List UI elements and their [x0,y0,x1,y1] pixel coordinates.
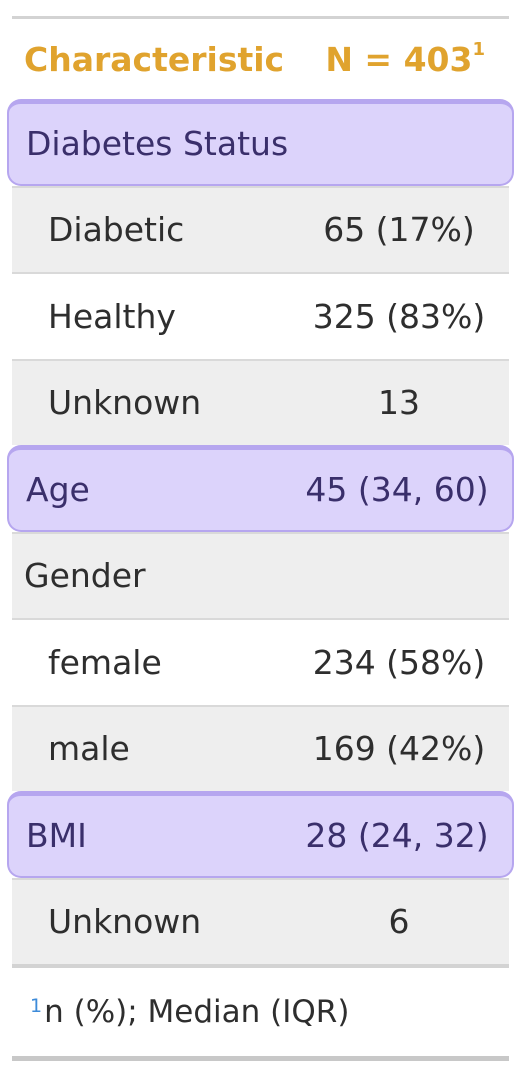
table-footnote: 1 n (%); Median (IQR) [12,968,509,1056]
row-value: 169 (42%) [312,729,486,769]
table-row-diabetes-status: Diabetes Status [7,99,514,186]
row-label: Unknown [48,902,202,942]
footnote-text: n (%); Median (IQR) [44,994,350,1030]
row-label: female [48,642,162,682]
row-label: Gender [24,556,146,596]
table-row-age: Age 45 (34, 60) [7,445,514,532]
table-row-gender: Gender [12,531,509,618]
table-row-male: male 169 (42%) [12,704,509,791]
summary-table: Characteristic N = 4031 Diabetes Status … [7,16,514,1061]
row-value: 13 [378,383,420,423]
table-row-diabetic: Diabetic 65 (17%) [12,185,509,272]
footnote-bottom-rule [12,1056,509,1061]
row-label: BMI [26,816,87,856]
table-bottom-rule [12,964,509,968]
row-value: 234 (58%) [312,642,486,682]
row-label: Age [26,470,90,510]
table-top-rule [12,16,509,19]
table-row-female: female 234 (58%) [12,618,509,705]
row-value: 65 (17%) [323,210,475,250]
row-value: 28 (24, 32) [305,816,489,856]
footnote-mark: 1 [30,995,43,1017]
row-label: Healthy [48,296,176,336]
row-value: 325 (83%) [312,296,486,336]
table-row-bmi: BMI 28 (24, 32) [7,791,514,878]
row-label: male [48,729,130,769]
table-row-healthy: Healthy 325 (83%) [12,272,509,359]
table-header: Characteristic N = 4031 [12,19,509,99]
row-label: Unknown [48,383,202,423]
row-label: Diabetes Status [26,124,289,164]
table-row-bmi-unknown: Unknown 6 [12,877,509,964]
table-row-diabetes-unknown: Unknown 13 [12,358,509,445]
row-value: 6 [388,902,410,942]
header-characteristic: Characteristic [24,39,285,79]
row-value: 45 (34, 60) [305,470,489,510]
row-label: Diabetic [48,210,185,250]
header-n: N = 4031 [325,38,485,79]
header-n-label: N = 403 [325,39,473,79]
header-footnote-mark: 1 [472,38,485,60]
